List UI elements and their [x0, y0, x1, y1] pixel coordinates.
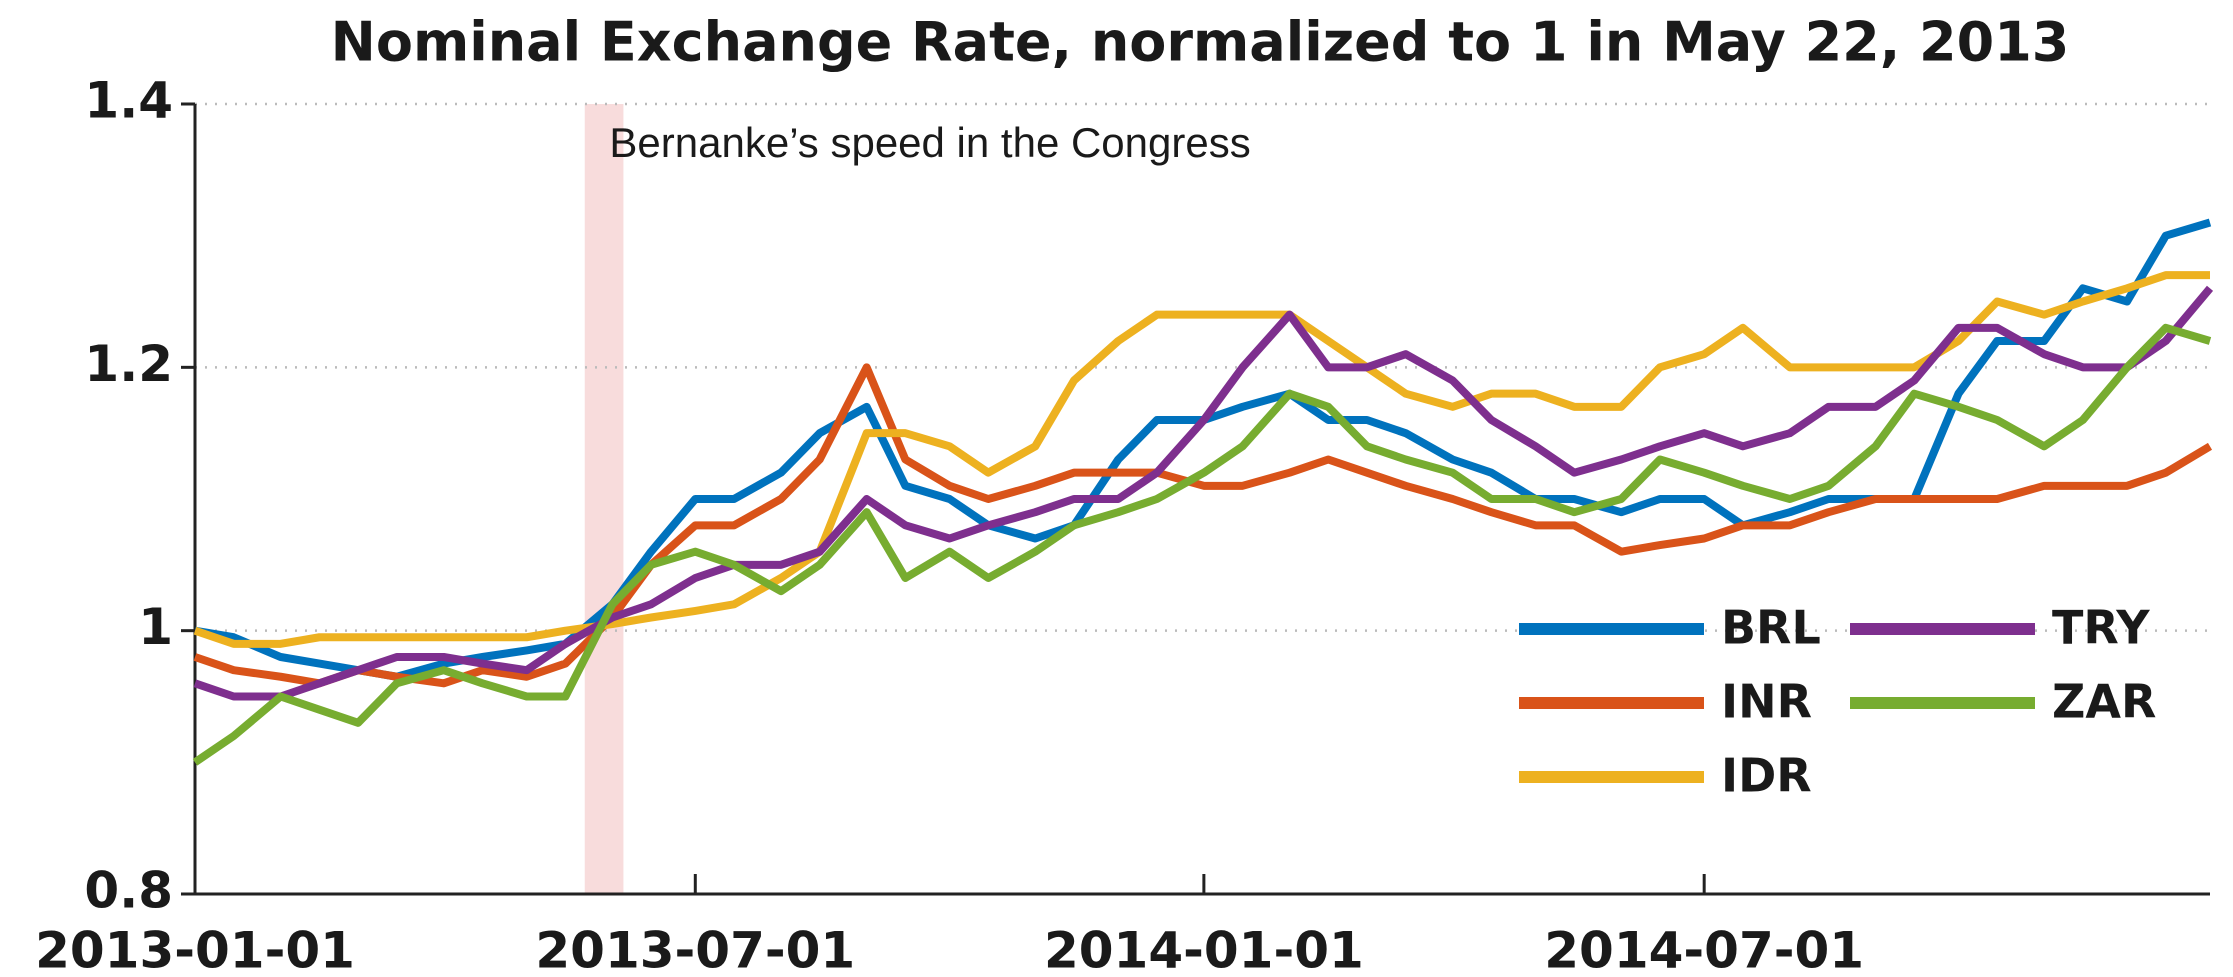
y-tick-label: 1	[138, 598, 173, 656]
x-tick-label: 2013-07-01	[535, 922, 855, 977]
y-tick-label: 0.8	[84, 862, 173, 920]
chart-title: Nominal Exchange Rate, normalized to 1 i…	[331, 11, 2070, 74]
legend-label: BRL	[1721, 601, 1821, 655]
annotation-band	[584, 104, 624, 894]
legend-label: IDR	[1721, 749, 1812, 803]
series-line	[192, 323, 2212, 766]
y-tick-label: 1.4	[84, 72, 173, 130]
x-tick-label: 2013-01-01	[35, 922, 355, 977]
y-tick-label: 1.2	[84, 335, 173, 393]
x-tick-label: 2014-07-01	[1544, 922, 1864, 977]
legend-label: INR	[1721, 675, 1812, 729]
series-line	[194, 218, 2212, 681]
series-line	[193, 271, 2210, 648]
legend-label: TRY	[2052, 601, 2150, 655]
annotation-text: Bernanke’s speed in the Congress	[609, 119, 1250, 166]
x-tick-label: 2014-01-01	[1044, 922, 1364, 977]
series-line	[193, 285, 2214, 701]
legend-label: ZAR	[2052, 675, 2156, 729]
series-line	[193, 363, 2213, 688]
